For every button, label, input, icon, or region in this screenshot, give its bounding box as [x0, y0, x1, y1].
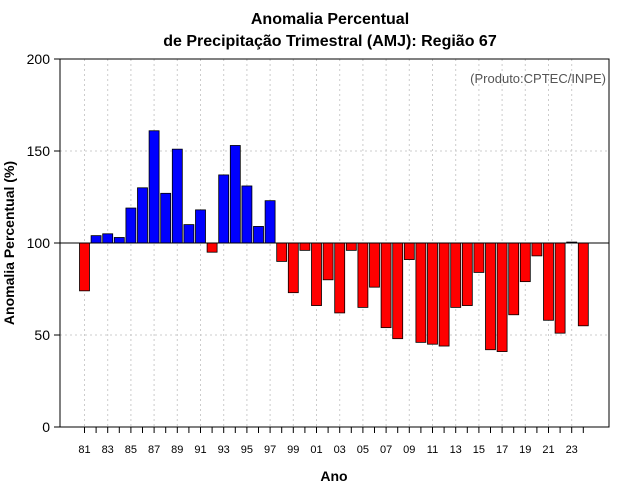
bar-13: [450, 242, 462, 308]
x-tick-label: 01: [310, 444, 322, 456]
bar-22: [554, 242, 566, 334]
x-tick-label: 97: [264, 444, 276, 456]
x-tick-label: 15: [473, 444, 485, 456]
bar-87: [148, 130, 160, 244]
bar-94: [229, 145, 241, 244]
bar-02: [322, 242, 334, 281]
bar-97: [264, 200, 276, 244]
y-axis-label: Anomalia Percentual (%): [1, 161, 17, 325]
bar-06: [369, 242, 380, 288]
x-tick-label: 03: [334, 444, 346, 456]
y-tick-label: 0: [42, 419, 50, 435]
x-tick-label: 21: [542, 444, 554, 456]
bar-84: [113, 237, 125, 244]
bar-89: [171, 148, 183, 244]
bar-20: [531, 242, 543, 257]
bar-83: [102, 233, 114, 244]
bar-21: [543, 242, 554, 321]
bar-95: [241, 185, 253, 244]
bar-14: [461, 242, 473, 306]
bar-11: [427, 242, 438, 345]
x-tick-label: 81: [78, 444, 90, 456]
bar-86: [137, 187, 148, 244]
y-tick-label: 200: [27, 51, 51, 67]
bar-88: [160, 192, 172, 244]
x-tick-label: 91: [194, 444, 206, 456]
bar-18: [508, 242, 520, 316]
x-tick-label: 93: [218, 444, 230, 456]
bar-85: [125, 207, 137, 244]
x-tick-label: 89: [171, 444, 183, 456]
x-tick-label: 11: [427, 444, 438, 456]
bar-90: [183, 224, 195, 244]
bar-05: [357, 242, 369, 308]
bar-82: [90, 235, 102, 244]
x-tick-label: 17: [496, 444, 508, 456]
y-axis: 0 50 100 150 200: [27, 51, 60, 435]
y-tick-label: 50: [34, 327, 50, 343]
bar-15: [473, 242, 485, 273]
bar-10: [415, 242, 427, 343]
bar-81: [79, 242, 90, 292]
bar-08: [392, 242, 404, 340]
y-tick-label: 150: [27, 143, 51, 159]
bar-04: [345, 242, 357, 251]
bar-92: [206, 242, 218, 253]
y-tick-label: 100: [27, 235, 51, 251]
bar-19: [519, 242, 531, 283]
x-tick-label: 85: [125, 444, 137, 456]
bar-24: [577, 242, 589, 327]
x-tick-label: 13: [450, 444, 462, 456]
bar-00: [299, 242, 311, 251]
x-tick-label: 19: [519, 444, 531, 456]
grid-layer: [60, 59, 609, 427]
bar-17: [496, 242, 508, 352]
bar-09: [403, 242, 415, 260]
x-tick-label: 95: [241, 444, 253, 456]
bar-16: [485, 242, 496, 351]
bar-07: [380, 242, 392, 329]
x-axis: 81 83 85 87 89 91 93 95 97 99 01 03 05 07 09 11 13 15 17 19…: [78, 427, 584, 456]
bars-layer: [79, 130, 589, 352]
chart-title-line-2: de Precipitação Trimestral (AMJ): Região…: [163, 33, 497, 50]
bar-01: [311, 242, 322, 306]
credit-text: (Produto:CPTEC/INPE): [470, 71, 606, 86]
chart-title-line-1: Anomalia Percentual: [251, 11, 409, 28]
bar-91: [195, 209, 206, 244]
x-tick-label: 05: [357, 444, 369, 456]
x-tick-label: 83: [102, 444, 114, 456]
bar-99: [287, 242, 299, 294]
x-tick-label: 23: [566, 444, 578, 456]
x-tick-label: 09: [403, 444, 415, 456]
x-tick-label: 99: [287, 444, 299, 456]
x-tick-label: 87: [148, 444, 160, 456]
bar-03: [334, 242, 346, 314]
bar-96: [253, 226, 264, 244]
bar-93: [218, 174, 230, 244]
bar-98: [276, 242, 288, 262]
x-tick-label: 07: [380, 444, 392, 456]
x-axis-label: Ano: [320, 468, 347, 484]
bar-12: [438, 242, 450, 347]
